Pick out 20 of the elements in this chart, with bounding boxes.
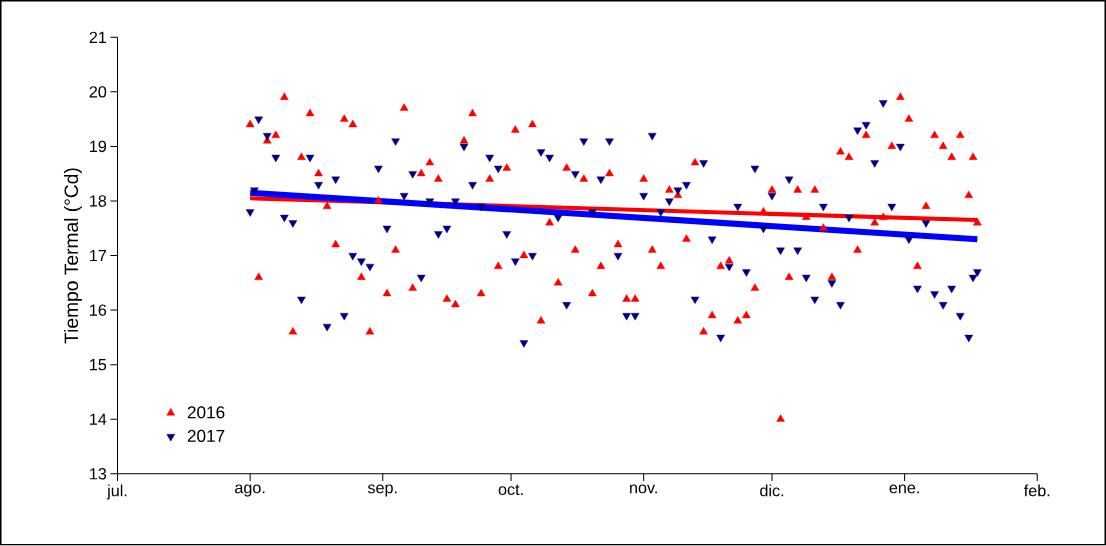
x-tick-label: ene. [889, 484, 919, 494]
x-tick-label: nov. [630, 484, 657, 494]
y-tick-label: 21 [89, 31, 107, 44]
y-tick-label: 19 [90, 140, 107, 153]
y-axis-title: Tiempo Termal (°Cd) [63, 168, 82, 344]
y-tick-label: 13 [90, 468, 107, 480]
y-tick-label: 20 [89, 86, 107, 98]
y-tick-label: 16 [90, 304, 107, 317]
y-tick-label: 15 [90, 359, 107, 371]
x-tick-label: jul. [106, 484, 127, 500]
x-tick-label: sep. [367, 484, 397, 497]
x-tick-label: dic. [760, 484, 784, 497]
legend-label: 2017 [187, 430, 225, 443]
y-tick-label: 18 [90, 195, 107, 207]
x-tick-label: feb. [1023, 484, 1050, 497]
x-tick-label: ago. [235, 484, 265, 497]
y-tick-label: 14 [90, 413, 107, 425]
x-tick-label: oct. [498, 484, 523, 496]
y-tick-label: 17 [90, 250, 107, 262]
legend-label: 2016 [187, 406, 225, 419]
